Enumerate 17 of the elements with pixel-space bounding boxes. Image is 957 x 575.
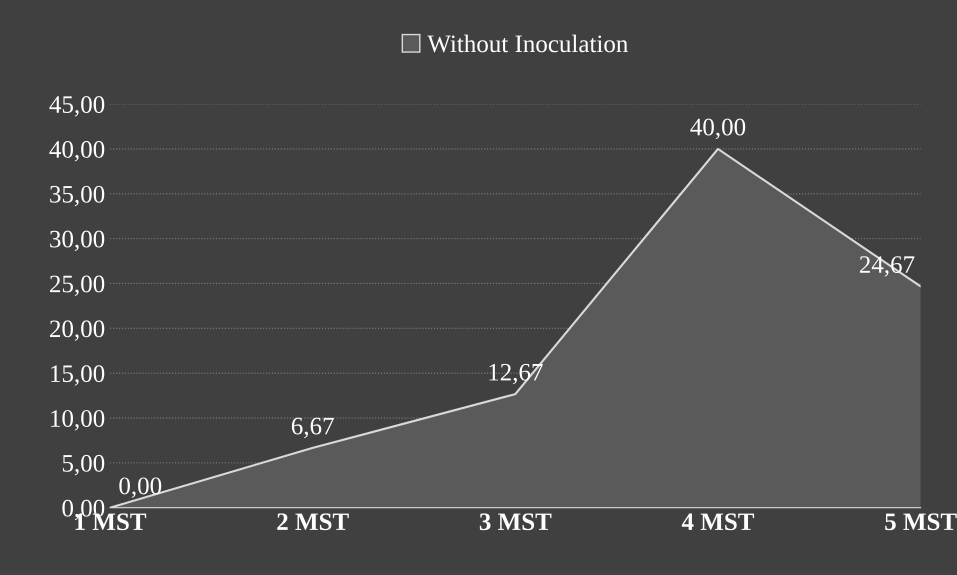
y-tick-label: 20,00 xyxy=(50,320,104,341)
x-tick-label: 4 MST xyxy=(682,513,754,530)
data-label: 6,67 xyxy=(292,418,334,438)
x-tick-label: 5 MST xyxy=(885,513,957,530)
x-tick-label: 2 MST xyxy=(277,513,349,530)
y-tick-label: 25,00 xyxy=(50,276,104,296)
y-tick-label: 10,00 xyxy=(51,410,104,431)
y-tick-label: 5,00 xyxy=(62,454,104,476)
x-tick-label: 3 MST xyxy=(480,513,552,530)
y-tick-label: 40,00 xyxy=(49,140,104,162)
y-tick-label: 45,00 xyxy=(49,96,104,117)
data-label: 0,00 xyxy=(119,477,162,498)
y-tick-label: 30,00 xyxy=(50,230,104,252)
data-label: 40,00 xyxy=(690,118,746,140)
y-tick-label: 35,00 xyxy=(50,186,104,206)
legend-label: Without Inoculation xyxy=(427,34,628,52)
y-tick-label: 15,00 xyxy=(51,365,104,386)
